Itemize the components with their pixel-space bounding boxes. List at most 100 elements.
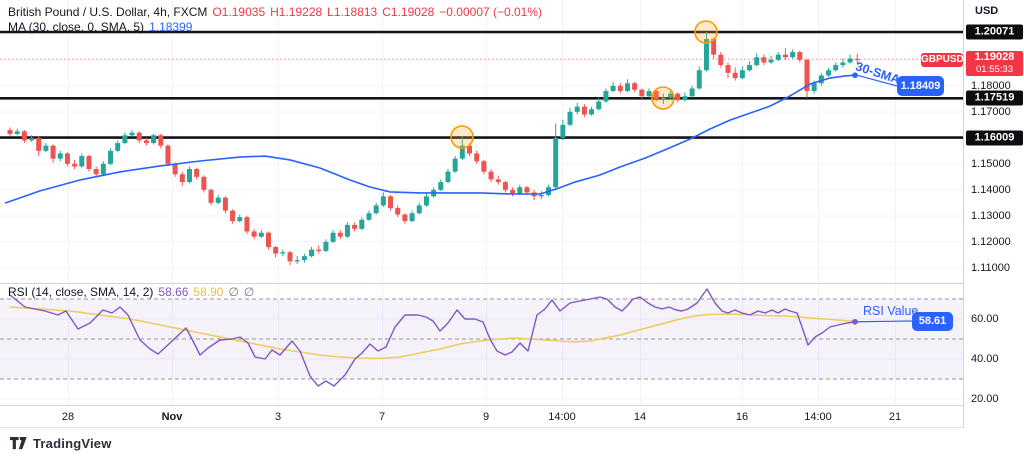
- candle: [567, 111, 573, 125]
- sma-callout-connector: [856, 74, 898, 87]
- candle: [294, 260, 300, 262]
- candle: [352, 224, 358, 229]
- time-axis[interactable]: 28 Nov 3 7 9 14:00 14 16 14:00 21: [0, 405, 963, 428]
- rsi-legend-row[interactable]: RSI (14, close, SMA, 14, 2) 58.66 58.90 …: [8, 285, 254, 300]
- candle: [818, 75, 824, 84]
- candle: [7, 130, 13, 134]
- candle: [323, 241, 329, 251]
- candle: [840, 62, 846, 66]
- candle: [488, 171, 494, 180]
- candle: [208, 189, 214, 203]
- candle: [423, 196, 429, 206]
- candle: [43, 145, 49, 151]
- time-axis-label-9: 9: [482, 411, 490, 423]
- alert-circle-marker[interactable]: [450, 125, 474, 149]
- candle: [646, 91, 652, 97]
- rsi-legend-value: 58.66: [158, 285, 189, 299]
- candle: [230, 210, 236, 222]
- brand-name: TradingView: [33, 436, 112, 451]
- candle: [452, 158, 458, 172]
- candle: [826, 70, 832, 76]
- price-axis[interactable]: USD 1.20071 1.17519 1.16009 1.19028 01:5…: [963, 0, 1024, 428]
- candle: [474, 153, 480, 162]
- time-axis-label-16: 16: [735, 411, 749, 423]
- time-axis-label-Nov: Nov: [161, 411, 183, 423]
- candle: [301, 256, 307, 261]
- price-line-badge-1.20071: 1.20071: [966, 24, 1023, 40]
- candle: [115, 143, 121, 151]
- rsi-axis-label-60.00: 60.00: [971, 313, 999, 325]
- rsi-empty-slot-1: ∅: [228, 285, 239, 299]
- candle: [775, 54, 781, 60]
- candle: [517, 187, 523, 194]
- time-axis-label-14:00: 14:00: [804, 411, 832, 423]
- time-axis-label-3: 3: [274, 411, 282, 423]
- rsi-line[interactable]: [9, 288, 856, 387]
- price-axis-label-1.17000: 1.17000: [971, 105, 1011, 118]
- footer: TradingView: [0, 429, 1024, 456]
- candle: [287, 252, 293, 262]
- candle: [703, 39, 709, 71]
- ma-legend-row[interactable]: MA (30, close, 0, SMA, 5) 1.18399: [8, 20, 542, 35]
- candle: [29, 137, 35, 141]
- price-axis-label-1.18000: 1.18000: [971, 79, 1011, 92]
- candle: [711, 39, 717, 55]
- candle: [64, 153, 70, 164]
- candle: [445, 171, 451, 183]
- sma-30-line[interactable]: [4, 74, 856, 204]
- candle: [14, 131, 20, 134]
- candle: [309, 249, 315, 257]
- price-axis-label-1.11000: 1.11000: [971, 261, 1010, 274]
- candle: [804, 59, 810, 92]
- candle: [675, 93, 681, 101]
- candle: [617, 85, 623, 92]
- candle: [402, 214, 408, 222]
- ohlc-high: H1.19228: [270, 5, 323, 19]
- current-price-badge: 1.19028 01:55:33: [966, 51, 1023, 76]
- alert-circle-marker[interactable]: [694, 20, 718, 44]
- symbol-legend-row[interactable]: British Pound / U.S. Dollar, 4h, FXCM O1…: [8, 5, 542, 20]
- candle: [388, 196, 394, 209]
- candle: [574, 106, 580, 112]
- chart-plot-area[interactable]: [0, 0, 963, 405]
- candle: [100, 163, 106, 175]
- candle: [718, 54, 724, 66]
- tradingview-logo[interactable]: TradingView: [10, 436, 112, 451]
- candle: [603, 91, 609, 102]
- candle: [86, 156, 92, 170]
- candle: [467, 145, 473, 154]
- rsi-annotation-label: RSI Value: [863, 304, 919, 318]
- price-axis-label-1.13000: 1.13000: [971, 209, 1011, 222]
- candle: [280, 252, 286, 254]
- candle: [581, 106, 587, 115]
- candle: [129, 132, 135, 136]
- candle: [847, 58, 853, 63]
- alert-circle-marker[interactable]: [651, 86, 675, 110]
- main-legend: British Pound / U.S. Dollar, 4h, FXCM O1…: [8, 5, 542, 35]
- candle: [797, 52, 803, 60]
- candle: [660, 97, 666, 99]
- ohlc-close: C1.19028: [382, 5, 435, 19]
- candle: [624, 83, 630, 92]
- candle: [108, 150, 114, 164]
- rsi-axis-label-20.00: 20.00: [971, 393, 999, 405]
- candle: [732, 72, 738, 79]
- rsi-callout-connector: [856, 320, 913, 323]
- candle: [265, 232, 271, 248]
- candle: [79, 156, 85, 167]
- candle: [416, 205, 422, 214]
- candle: [632, 83, 638, 90]
- candle: [158, 135, 164, 146]
- candle: [560, 124, 566, 138]
- candle: [122, 135, 128, 144]
- current-price-value: 1.19028: [974, 51, 1015, 63]
- time-axis-label-14:00: 14:00: [548, 411, 576, 423]
- candlestick-series: [7, 32, 860, 266]
- candle: [136, 132, 142, 141]
- price-axis-label-1.14000: 1.14000: [971, 183, 1011, 196]
- candle: [481, 161, 487, 172]
- rsi-value-badge: 58.61: [912, 312, 953, 331]
- price-line-badge-1.17519: 1.17519: [966, 90, 1023, 106]
- candle: [524, 187, 530, 193]
- candle: [668, 93, 674, 98]
